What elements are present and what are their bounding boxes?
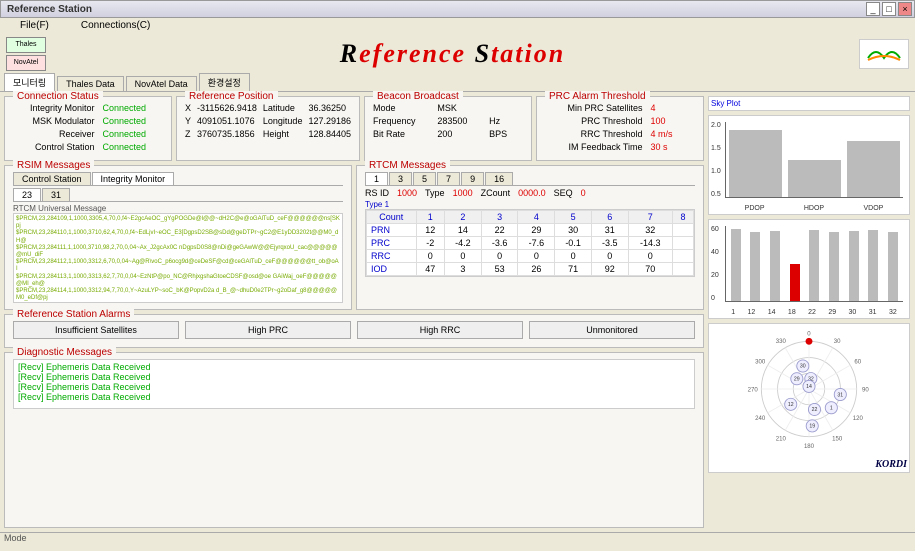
svg-text:120: 120: [853, 416, 864, 422]
reference-position-panel: Reference Position X-3115626.9418Latitud…: [176, 96, 360, 161]
svg-text:30: 30: [834, 339, 841, 345]
svg-text:0: 0: [807, 331, 811, 337]
diagnostic-panel: Diagnostic Messages [Recv] Ephemeris Dat…: [4, 352, 704, 528]
app-title: Reference Station: [46, 39, 859, 69]
rtcm-tab-1[interactable]: 1: [365, 172, 388, 185]
logo: [859, 39, 909, 69]
rtcm-tab-16[interactable]: 16: [485, 172, 513, 185]
svg-text:19: 19: [809, 424, 815, 430]
menubar: File(F) Connections(C): [0, 18, 915, 34]
svg-text:14: 14: [806, 384, 812, 390]
maximize-button[interactable]: □: [882, 2, 896, 16]
thales-button[interactable]: Thales: [6, 37, 46, 53]
rsim-messages-panel: RSIM Messages Control Station Integrity …: [4, 165, 352, 310]
alarm-high prc[interactable]: High PRC: [185, 321, 351, 339]
minimize-button[interactable]: _: [866, 2, 880, 16]
svg-text:12: 12: [788, 402, 794, 408]
rsim-message-box: $PRCM,23,284109,1,1000,3305,4,70,0,f4~E2…: [13, 213, 343, 303]
tab-thales-data[interactable]: Thales Data: [57, 76, 124, 91]
svg-text:60: 60: [854, 359, 861, 365]
main-tabstrip: 모니터링 Thales Data NovAtel Data 환경설정: [0, 74, 915, 92]
window-title: Reference Station: [3, 4, 864, 15]
svg-text:330: 330: [776, 339, 787, 345]
beacon-broadcast-panel: Beacon Broadcast ModeMSK Frequency283500…: [364, 96, 532, 161]
svg-text:1: 1: [830, 405, 833, 411]
svg-text:180: 180: [804, 444, 815, 450]
svg-text:210: 210: [776, 436, 787, 442]
header-row: Thales NovAtel Reference Station: [0, 34, 915, 74]
alarm-insufficient satellites[interactable]: Insufficient Satellites: [13, 321, 179, 339]
rsim-tab-integrity-monitor[interactable]: Integrity Monitor: [92, 172, 175, 185]
kordi-logo: KORDI: [875, 459, 907, 470]
skyplot-label: Sky Plot: [708, 96, 910, 111]
close-button[interactable]: ×: [898, 2, 912, 16]
rtcm-messages-panel: RTCM Messages 1357916 RS ID1000 Type1000…: [356, 165, 704, 310]
diagnostic-box: [Recv] Ephemeris Data Received[Recv] Eph…: [13, 359, 695, 409]
svg-text:29: 29: [794, 377, 800, 383]
rtcm-grid: Count12345678PRN12142229303132PRC-2-4.2-…: [365, 209, 695, 277]
alarms-panel: Reference Station Alarms Insufficient Sa…: [4, 314, 704, 348]
menu-connections[interactable]: Connections(C): [65, 18, 166, 34]
statusbar: Mode: [0, 532, 915, 546]
svg-text:270: 270: [748, 388, 759, 394]
menu-file[interactable]: File(F): [4, 18, 65, 34]
connection-status-panel: Connection Status Integrity MonitorConne…: [4, 96, 172, 161]
tab-novatel-data[interactable]: NovAtel Data: [126, 76, 197, 91]
connection-status-legend: Connection Status: [13, 91, 103, 102]
svg-text:150: 150: [832, 436, 843, 442]
alarm-unmonitored[interactable]: Unmonitored: [529, 321, 695, 339]
svg-text:90: 90: [862, 388, 869, 394]
rtcm-tab-5[interactable]: 5: [413, 172, 436, 185]
prc-threshold-panel: PRC Alarm Threshold Min PRC Satellites4 …: [536, 96, 704, 161]
svg-text:30: 30: [800, 364, 806, 370]
svg-text:31: 31: [837, 392, 843, 398]
snr-chart: 6040200 11214182229303132: [708, 219, 910, 319]
rsim-subtab-31[interactable]: 31: [42, 188, 70, 201]
rtcm-tab-9[interactable]: 9: [461, 172, 484, 185]
rsim-subtab-23[interactable]: 23: [13, 188, 41, 201]
polar-plot: 0306090120150180210240270300330303231122…: [708, 323, 910, 473]
novatel-button[interactable]: NovAtel: [6, 55, 46, 71]
svg-text:22: 22: [812, 407, 818, 413]
rsim-tab-control-station[interactable]: Control Station: [13, 172, 91, 185]
dop-chart: 2.01.51.00.5 PDOPHDOPVDOP: [708, 115, 910, 215]
svg-text:240: 240: [755, 416, 766, 422]
titlebar: Reference Station _ □ ×: [0, 0, 915, 18]
rtcm-tab-7[interactable]: 7: [437, 172, 460, 185]
alarm-high rrc[interactable]: High RRC: [357, 321, 523, 339]
rtcm-tabs: 1357916: [365, 172, 695, 186]
svg-text:300: 300: [755, 359, 766, 365]
tab-monitoring[interactable]: 모니터링: [4, 73, 55, 91]
tab-settings[interactable]: 환경설정: [199, 73, 250, 91]
rtcm-tab-3[interactable]: 3: [389, 172, 412, 185]
